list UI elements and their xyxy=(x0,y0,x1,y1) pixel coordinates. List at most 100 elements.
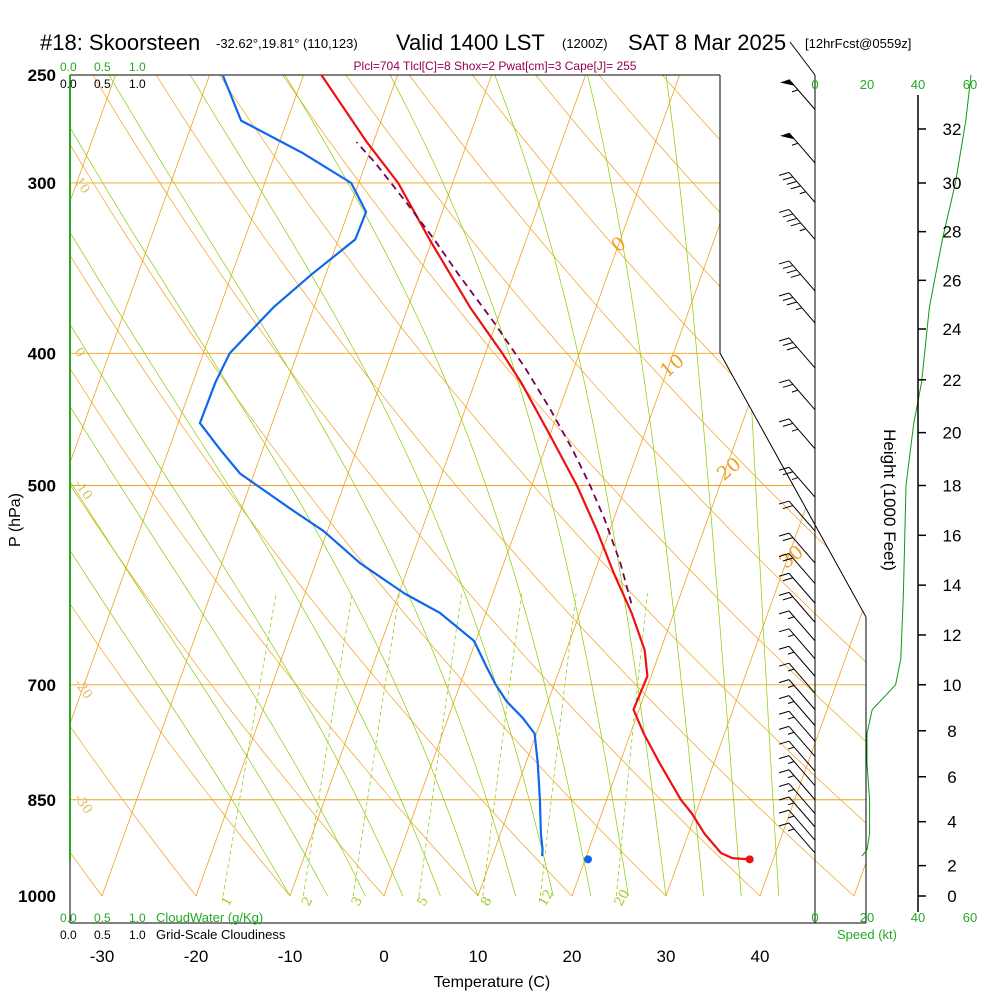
wind-barb-full xyxy=(778,337,790,342)
wind-barb-staff xyxy=(788,572,816,604)
wind-barb-full xyxy=(782,471,794,476)
wind-barb-half xyxy=(787,668,795,672)
isotherm-line xyxy=(101,75,398,896)
wind-barb-full xyxy=(778,755,790,760)
wind-barb-staff xyxy=(788,755,816,786)
wind-barb-staff xyxy=(788,628,816,660)
wind-barb-half xyxy=(787,701,795,704)
isotherm-line xyxy=(759,75,866,896)
dry-adiabat-line xyxy=(408,75,866,896)
height-axis-title: Height (1000 Feet) xyxy=(880,429,899,571)
wind-barb-full xyxy=(778,695,790,700)
wind-barb-full xyxy=(786,217,797,222)
wind-barb-full xyxy=(778,208,790,213)
wind-barb xyxy=(778,628,816,660)
moist-adiabat-line xyxy=(70,75,328,896)
wind-barb xyxy=(780,132,816,164)
wind-barb-full xyxy=(778,610,790,615)
wind-barb-staff xyxy=(788,610,816,642)
plot-frame xyxy=(69,41,867,924)
wind-barb-staff xyxy=(788,209,816,240)
wind-barb xyxy=(778,208,816,240)
temperature-tick-label: -20 xyxy=(184,947,209,966)
speed-top-tick-3: 60 xyxy=(963,77,977,92)
wind-barb-half xyxy=(791,477,799,481)
height-tick-label: 0 xyxy=(947,887,956,906)
wind-barb-full xyxy=(782,176,794,181)
speed-top-tick-0: 0 xyxy=(811,77,818,92)
cloudiness-label: Grid-Scale Cloudiness xyxy=(156,927,286,942)
height-tick-label: 22 xyxy=(943,371,962,390)
wind-barb-full xyxy=(778,553,790,558)
wind-barb-half xyxy=(787,815,795,819)
mixing-ratio-line xyxy=(302,593,353,896)
wind-barb xyxy=(778,379,816,411)
dry-adiabat-line xyxy=(70,75,385,896)
mixing-ratio-line xyxy=(482,593,523,896)
wind-barb xyxy=(778,710,816,742)
speed-bottom-tick-3: 60 xyxy=(963,910,977,925)
mixing-ratio-line xyxy=(616,593,648,896)
dry-adiabat-line xyxy=(282,75,866,896)
wind-barb-full xyxy=(778,809,790,814)
wind-barb xyxy=(778,740,816,772)
wind-barb-full xyxy=(782,596,794,601)
mixing-ratio-label: 20 xyxy=(612,887,633,909)
speed-top-tick-1: 20 xyxy=(860,77,874,92)
wind-barb-full xyxy=(778,628,790,633)
cloudwater-label: CloudWater (g/Kg) xyxy=(156,910,263,925)
wind-barb xyxy=(778,532,816,564)
wind-barb-half xyxy=(787,731,795,735)
mixing-ratio-line xyxy=(540,593,577,896)
moist-adiabat-line xyxy=(389,75,629,896)
parcel-parameters: Plcl=704 Tlcl[C]=8 Shox=2 Pwat[cm]=3 Cap… xyxy=(354,59,637,73)
moist-adiabat-line xyxy=(189,75,554,896)
wind-barb-staff xyxy=(788,466,816,498)
dry-adiabat-line xyxy=(70,75,197,896)
height-tick-label: 10 xyxy=(943,676,962,695)
wind-barb xyxy=(778,796,816,828)
wind-barb-full xyxy=(778,679,790,684)
speed-scale-top: 0 20 40 60 xyxy=(811,77,977,92)
dry-adiabat-line xyxy=(472,75,866,896)
top-cloudwater-scale: 0.0 0.5 1.0 0.0 0.5 1.0 xyxy=(60,60,146,91)
temperature-tick-label: -10 xyxy=(278,947,303,966)
wind-barb-staff xyxy=(788,592,816,623)
isotherm-line xyxy=(195,75,492,896)
height-tick-label: 26 xyxy=(943,271,962,290)
cw-top-tick-1: 0.5 xyxy=(94,60,111,74)
wind-barb-half xyxy=(791,89,799,93)
wind-barb-staff xyxy=(788,740,816,772)
wind-barb-staff xyxy=(788,532,816,564)
moist-adiabat-line xyxy=(70,75,291,896)
wind-barbs xyxy=(778,79,816,854)
wind-barb-staff xyxy=(788,769,816,801)
wind-barb-staff xyxy=(788,500,816,532)
dewpoint-line xyxy=(198,74,544,857)
wind-barb-staff xyxy=(788,726,816,757)
wind-barb-half xyxy=(791,389,799,393)
wind-barb xyxy=(778,725,816,757)
wind-barb-full xyxy=(786,269,797,274)
height-tick-label: 18 xyxy=(943,477,962,496)
mixing-ratio-label: 12 xyxy=(536,887,557,909)
wind-barb-half xyxy=(787,634,795,638)
moist-adiabat-line xyxy=(70,75,441,896)
wind-barb-full xyxy=(786,301,797,306)
bottom-cloudwater-scale: 0.0 0.5 1.0 CloudWater (g/Kg) 0.0 0.5 1.… xyxy=(60,910,286,942)
wind-speed-line xyxy=(861,74,972,857)
wind-barb-full xyxy=(778,822,790,827)
pressure-tick-label: 300 xyxy=(28,174,56,193)
height-tick-label: 28 xyxy=(943,223,962,242)
wind-barb-full xyxy=(778,466,790,471)
wind-barb-full xyxy=(786,346,797,351)
dry-adiabat-line xyxy=(92,75,761,896)
wind-barb xyxy=(778,679,816,710)
valid-time: Valid 1400 LST xyxy=(396,30,545,55)
wind-barb-staff xyxy=(788,418,816,450)
height-tick-label: 24 xyxy=(943,320,962,339)
wind-barb-half xyxy=(799,191,806,195)
wind-barb xyxy=(778,822,816,854)
temperature-ticks: -30 -20 -10 0 10 20 30 40 xyxy=(90,947,770,966)
wind-barb xyxy=(778,572,816,604)
